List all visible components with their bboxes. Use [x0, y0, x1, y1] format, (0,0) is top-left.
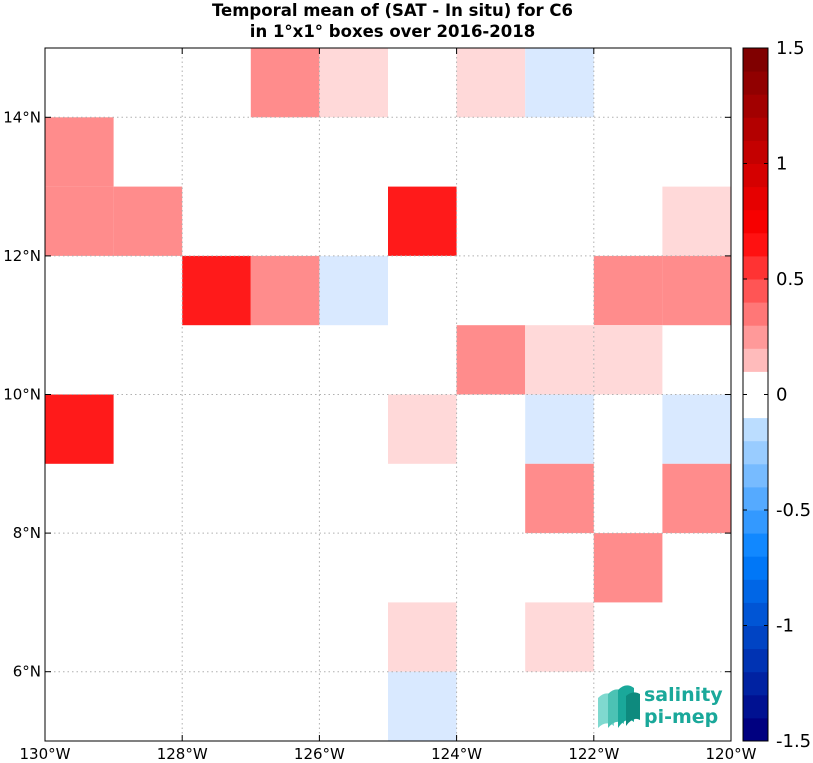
heatmap-cell — [662, 186, 731, 256]
colorbar-tick-label: 1 — [776, 154, 787, 175]
heatmap-cell — [113, 186, 183, 256]
y-tick-label: 10°N — [3, 386, 41, 404]
colorbar-segment — [743, 694, 768, 719]
heatmap-cell — [662, 255, 731, 326]
heatmap-cell — [45, 117, 114, 187]
colorbar-segment — [743, 371, 768, 395]
heatmap-cell — [525, 463, 594, 534]
salinity-pi-mep-logo: salinity pi-mep — [596, 684, 726, 732]
heatmap-cell — [250, 48, 320, 118]
colorbar-segment — [743, 463, 768, 488]
colorbar-segment — [743, 440, 768, 465]
colorbar-tick-label: -0.5 — [776, 500, 811, 521]
x-axis: 130°W 128°W 126°W 124°W 122°W 120°W — [20, 48, 757, 763]
heatmap-cell — [182, 255, 251, 326]
heatmap-cell — [319, 255, 388, 326]
heatmap-cells — [45, 48, 731, 741]
heatmap-cell — [525, 325, 594, 395]
colorbar-tick-label: 0 — [776, 385, 787, 406]
logo-line-2: pi-mep — [644, 706, 719, 728]
heatmap-cell — [388, 186, 457, 256]
colorbar-segment — [743, 302, 768, 326]
colorbar-segment — [743, 717, 768, 742]
heatmap-cell — [593, 325, 663, 395]
heatmap-cell — [456, 325, 526, 395]
colorbar-segment — [743, 510, 768, 534]
colorbar-segment — [743, 94, 768, 118]
colorbar-segment — [743, 140, 768, 164]
y-axis: 6°N 8°N 10°N 12°N 14°N — [3, 108, 731, 681]
logo-waves-icon — [598, 685, 640, 728]
colorbar-segment — [743, 71, 768, 95]
colorbar-segment — [743, 579, 768, 603]
colorbar-segment — [743, 417, 768, 442]
x-tick-label: 128°W — [157, 745, 208, 763]
colorbar-segment — [743, 533, 768, 557]
heatmap-cell — [662, 463, 731, 534]
heatmap-cell — [45, 186, 114, 256]
x-tick-label: 124°W — [431, 745, 482, 763]
colorbar-segment — [743, 486, 768, 511]
colorbar-tick-label: -1.5 — [776, 731, 811, 752]
colorbar-segment — [743, 48, 768, 72]
colorbar-segment — [743, 348, 768, 372]
colorbar-segment — [743, 117, 768, 141]
colorbar-segment — [743, 186, 768, 211]
logo-line-1: salinity — [644, 684, 723, 706]
heatmap-cell — [319, 48, 388, 118]
colorbar-segment — [743, 625, 768, 650]
colorbar-segment — [743, 255, 768, 280]
y-tick-label: 14°N — [3, 108, 41, 126]
chart-title: Temporal mean of (SAT - In situ) for C6 — [211, 1, 574, 20]
heatmap-cell — [525, 602, 594, 672]
heatmap-cell — [593, 533, 663, 603]
heatmap-cell — [45, 394, 114, 464]
colorbar-tick-label: 1.5 — [776, 38, 805, 59]
colorbar-tick-label: -1 — [776, 616, 794, 637]
heatmap-cell — [662, 394, 731, 464]
colorbar-segment — [743, 325, 768, 349]
y-tick-label: 8°N — [13, 524, 41, 542]
colorbar-tick-label: 0.5 — [776, 269, 805, 290]
heatmap-cell — [525, 394, 594, 464]
heatmap-cell — [388, 671, 457, 741]
colorbar: 1.5 1 0.5 0 -0.5 -1 -1.5 — [742, 38, 811, 752]
colorbar-segment — [743, 163, 768, 188]
x-tick-label: 126°W — [294, 745, 345, 763]
colorbar-segment — [743, 556, 768, 580]
colorbar-segment — [743, 279, 768, 303]
chart-subtitle: in 1°x1° boxes over 2016-2018 — [249, 22, 536, 41]
y-tick-label: 6°N — [13, 663, 41, 681]
grid-lines — [45, 48, 731, 741]
heatmap-cell — [388, 394, 457, 464]
heatmap-cell — [456, 48, 526, 118]
heatmap-cell — [250, 255, 320, 326]
y-tick-label: 12°N — [3, 247, 41, 265]
colorbar-segment — [743, 232, 768, 257]
x-tick-label: 130°W — [20, 745, 71, 763]
x-tick-label: 122°W — [568, 745, 619, 763]
colorbar-segment — [743, 209, 768, 234]
heatmap-cell — [525, 48, 594, 118]
colorbar-segment — [743, 602, 768, 626]
heatmap-cell — [388, 602, 457, 672]
colorbar-segment — [743, 648, 768, 673]
x-tick-label: 120°W — [706, 745, 757, 763]
chart-title-block: Temporal mean of (SAT - In situ) for C6 … — [0, 0, 785, 42]
colorbar-segment — [743, 671, 768, 696]
heatmap-cell — [593, 255, 663, 326]
colorbar-segment — [743, 394, 768, 419]
